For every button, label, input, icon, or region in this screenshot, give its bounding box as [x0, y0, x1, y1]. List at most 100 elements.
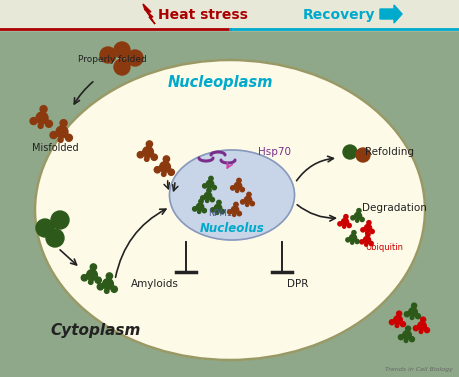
Circle shape — [236, 211, 241, 216]
Circle shape — [408, 308, 416, 316]
Circle shape — [206, 180, 213, 188]
Circle shape — [36, 112, 48, 124]
Circle shape — [38, 123, 43, 129]
Circle shape — [360, 228, 364, 232]
Circle shape — [168, 169, 174, 175]
Text: Nucleolus: Nucleolus — [199, 222, 264, 234]
Circle shape — [245, 203, 248, 207]
Circle shape — [86, 270, 97, 280]
Circle shape — [409, 337, 414, 342]
Circle shape — [163, 156, 169, 162]
Circle shape — [369, 229, 374, 234]
Circle shape — [363, 236, 370, 244]
Circle shape — [56, 126, 68, 138]
Circle shape — [342, 145, 356, 159]
Circle shape — [208, 176, 213, 181]
Circle shape — [365, 231, 368, 234]
Circle shape — [359, 218, 364, 222]
Circle shape — [40, 106, 47, 113]
Circle shape — [350, 216, 354, 220]
Circle shape — [351, 231, 355, 235]
Text: Trends in Cell Biology: Trends in Cell Biology — [384, 367, 452, 372]
Circle shape — [424, 328, 429, 333]
Circle shape — [227, 210, 231, 214]
Circle shape — [216, 200, 221, 205]
Text: Degradation: Degradation — [361, 203, 426, 213]
Circle shape — [200, 196, 204, 200]
Circle shape — [51, 211, 69, 229]
Circle shape — [215, 211, 218, 215]
Circle shape — [246, 192, 251, 197]
Circle shape — [114, 42, 130, 58]
Circle shape — [234, 182, 241, 190]
Circle shape — [231, 206, 238, 214]
Circle shape — [417, 322, 425, 330]
Circle shape — [97, 284, 103, 290]
Circle shape — [396, 311, 401, 316]
Text: Cytoplasm: Cytoplasm — [50, 322, 140, 337]
Circle shape — [389, 320, 393, 325]
Circle shape — [343, 215, 347, 219]
Circle shape — [142, 147, 153, 158]
Circle shape — [151, 154, 157, 160]
Circle shape — [230, 186, 235, 190]
Circle shape — [46, 229, 64, 247]
Circle shape — [366, 221, 370, 225]
Circle shape — [161, 172, 166, 176]
Circle shape — [405, 326, 410, 331]
Circle shape — [58, 137, 63, 143]
Circle shape — [359, 240, 363, 244]
Bar — [0, 0, 459, 30]
Circle shape — [365, 233, 369, 237]
Circle shape — [356, 208, 360, 213]
Circle shape — [232, 213, 235, 216]
Circle shape — [394, 324, 398, 328]
Text: Misfolded: Misfolded — [32, 143, 78, 153]
Circle shape — [240, 187, 244, 192]
Circle shape — [102, 279, 113, 290]
Ellipse shape — [35, 60, 424, 360]
Circle shape — [204, 192, 211, 200]
Circle shape — [409, 316, 413, 319]
Circle shape — [353, 212, 361, 219]
Circle shape — [212, 185, 216, 190]
Circle shape — [111, 286, 117, 292]
Circle shape — [411, 303, 416, 308]
Polygon shape — [379, 5, 401, 23]
Circle shape — [233, 202, 238, 207]
Circle shape — [90, 264, 96, 270]
Circle shape — [202, 184, 207, 188]
Circle shape — [104, 289, 109, 293]
Circle shape — [100, 47, 116, 63]
Circle shape — [60, 120, 67, 127]
Circle shape — [354, 239, 358, 244]
Circle shape — [159, 162, 170, 172]
Text: Ubiquitin: Ubiquitin — [364, 244, 402, 253]
Circle shape — [210, 208, 214, 212]
Circle shape — [250, 201, 254, 206]
Circle shape — [402, 331, 410, 339]
Circle shape — [65, 134, 72, 141]
Circle shape — [106, 273, 112, 279]
Text: Heat stress: Heat stress — [157, 8, 247, 22]
Circle shape — [36, 219, 54, 237]
Circle shape — [244, 196, 251, 204]
Text: NPM1: NPM1 — [207, 208, 231, 218]
Text: Recovery: Recovery — [302, 8, 374, 22]
Circle shape — [400, 322, 404, 327]
Circle shape — [196, 203, 203, 211]
Circle shape — [393, 316, 402, 324]
Circle shape — [355, 148, 369, 162]
Circle shape — [210, 198, 214, 202]
Circle shape — [137, 152, 143, 158]
Circle shape — [192, 207, 196, 211]
Text: Amyloids: Amyloids — [131, 279, 179, 289]
Polygon shape — [143, 4, 155, 24]
Circle shape — [144, 157, 149, 161]
Circle shape — [364, 243, 367, 246]
Circle shape — [154, 167, 160, 173]
Circle shape — [207, 187, 210, 190]
Circle shape — [403, 312, 409, 317]
Circle shape — [403, 339, 407, 342]
Circle shape — [355, 219, 358, 222]
